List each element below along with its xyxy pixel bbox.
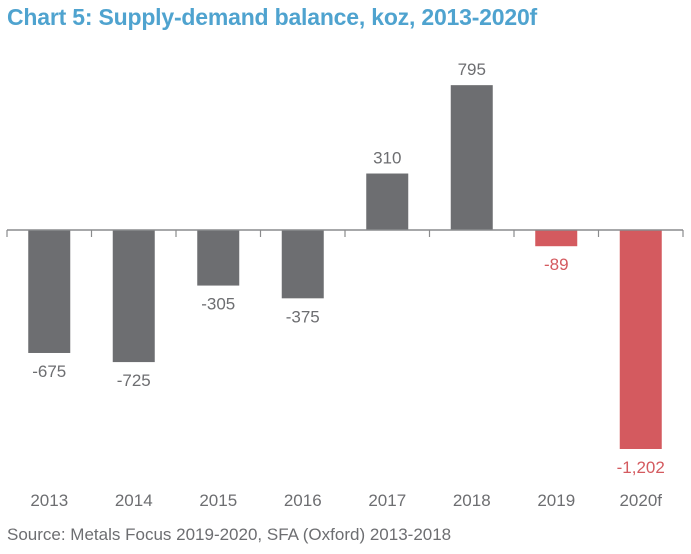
- data-label-2015: -305: [201, 295, 235, 314]
- bar-2018: [450, 85, 493, 231]
- data-label-2020f: -1,202: [617, 458, 665, 477]
- data-label-2019: -89: [544, 255, 569, 274]
- bar-2015: [197, 230, 240, 286]
- x-tick-label-2020f: 2020f: [619, 491, 662, 510]
- data-label-2018: 795: [458, 60, 486, 79]
- bar-2013: [28, 230, 71, 353]
- source-note: Source: Metals Focus 2019-2020, SFA (Oxf…: [7, 525, 452, 544]
- x-tick-label-2018: 2018: [453, 491, 491, 510]
- bar-2020f: [619, 230, 662, 449]
- bar-2016: [281, 230, 324, 299]
- x-tick-label-2019: 2019: [537, 491, 575, 510]
- data-label-2017: 310: [373, 149, 401, 168]
- bar-2019: [535, 230, 578, 247]
- data-label-2016: -375: [286, 307, 320, 326]
- bar-2014: [112, 230, 155, 363]
- x-tick-label-2013: 2013: [30, 491, 68, 510]
- x-tick-label-2017: 2017: [368, 491, 406, 510]
- bar-2017: [366, 173, 409, 230]
- data-label-2013: -675: [32, 362, 66, 381]
- chart-title: Chart 5: Supply-demand balance, koz, 201…: [7, 4, 537, 30]
- x-tick-label-2016: 2016: [284, 491, 322, 510]
- data-label-2014: -725: [117, 371, 151, 390]
- x-tick-label-2015: 2015: [199, 491, 237, 510]
- bar-chart: -675 2013 -725 2014 -305 2015 -375 2016 310 2017 7…: [6, 60, 684, 510]
- x-tick-label-2014: 2014: [115, 491, 153, 510]
